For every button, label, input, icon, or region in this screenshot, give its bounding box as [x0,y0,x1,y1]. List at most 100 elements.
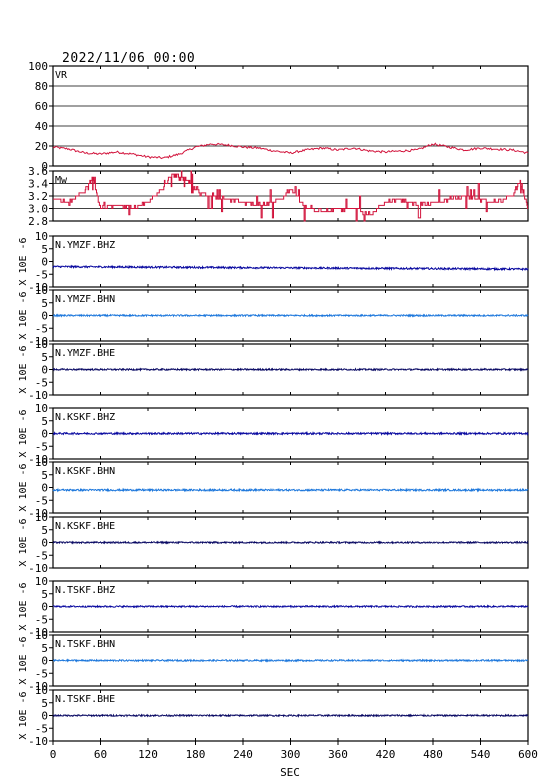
y-tick-label: -5 [35,322,48,335]
y-tick-label: 5 [41,642,48,655]
y-tick-label: -10 [28,680,48,693]
y-tick-label: -10 [28,626,48,639]
y-tick-label: -5 [35,440,48,453]
x-tick-label: 480 [423,748,443,761]
series-line [53,170,528,222]
y-tick-label: 10 [35,284,48,297]
panel-frame [52,461,529,514]
y-tick-label: 5 [41,415,48,428]
y-tick-label: -5 [35,494,48,507]
y-tick-label: -5 [35,667,48,680]
series-line [52,264,529,272]
y-tick-label: 0 [41,160,48,173]
y-tick-label: 3.4 [28,178,48,191]
timestamp-label: 2022/11/06 00:00 [62,51,195,66]
x-tick-label: 240 [233,748,253,761]
y-tick-label: 10 [35,629,48,642]
x-tick-label: 600 [518,748,538,761]
panel-frame [52,235,529,288]
x-tick-label: 180 [186,748,206,761]
y-tick-label: -5 [35,549,48,562]
y-tick-label: 5 [41,588,48,601]
panel-1: 0 20 40 60 80 100 VR [28,60,529,173]
series-line [52,430,529,437]
x-axis-title: SEC [280,766,300,779]
panel-label: N.TSKF.BHE [55,694,115,705]
y-tick-label: 3.2 [28,190,48,203]
series-line [52,540,529,545]
y-tick-label: 5 [41,351,48,364]
series-line [52,487,529,493]
series-line [52,367,529,372]
y-tick-label: 5 [41,243,48,256]
x-axis: 0 60 120 180 240 300 360 420 480 540 600 [50,741,538,761]
y-tick-label: -10 [28,389,48,402]
panel-label: N.YMZF.BHE [55,348,115,359]
y-tick-label: -10 [28,335,48,348]
y-tick-label: 5 [41,469,48,482]
y-tick-label: 10 [35,230,48,243]
x-tick-label: 360 [328,748,348,761]
x-tick-label: 540 [471,748,491,761]
waveform-y-label: X 10E -6 [18,518,29,566]
x-tick-label: 0 [50,748,57,761]
y-tick-label: 0 [41,710,48,723]
panel-label: N.KSKF.BHN [55,466,115,477]
waveform-y-label: X 10E -6 [18,291,29,339]
waveform-y-label: X 10E -6 [18,409,29,457]
y-tick-label: -10 [28,507,48,520]
panel-label: N.YMZF.BHZ [55,240,115,251]
y-tick-label: -10 [28,281,48,294]
y-tick-label: 5 [41,297,48,310]
x-tick-label: 300 [281,748,301,761]
y-tick-label: 100 [28,60,48,73]
y-tick-label: 0 [41,482,48,495]
y-tick-label: -5 [35,268,48,281]
series-line [52,713,529,718]
y-tick-label: 3.0 [28,203,48,216]
y-tick-label: 10 [35,456,48,469]
y-tick-label: 2.8 [28,215,48,228]
y-axis-labels: X 10E -6 X 10E -6 X 10E -6 X 10E -6 X 10E -6… [18,237,29,739]
panels: 020406080100VR2.83.03.23.43.6Mw-10-50510… [28,60,529,748]
y-tick-label: 3.6 [28,165,48,178]
x-tick-label: 420 [376,748,396,761]
series-line [52,142,529,160]
y-tick-label: 10 [35,402,48,415]
panel-label: N.KSKF.BHE [55,521,115,532]
y-tick-label: 10 [35,575,48,588]
series-line [52,604,529,609]
y-tick-label: 0 [41,601,48,614]
panel-label: N.TSKF.BHZ [55,585,115,596]
y-tick-label: -5 [35,613,48,626]
panel-2: 2.83.03.23.43.6 Mw [28,165,529,228]
waveform-y-label: X 10E -6 [18,463,29,511]
y-tick-label: 0 [41,256,48,269]
panel-label: Mw [55,175,68,186]
y-tick-label: 40 [35,120,48,133]
x-tick-label: 60 [94,748,107,761]
y-tick-label: 0 [41,655,48,668]
y-tick-label: 10 [35,684,48,697]
waveform-y-label: X 10E -6 [18,345,29,393]
waveform-y-label: X 10E -6 [18,237,29,285]
y-tick-label: -10 [28,562,48,575]
y-tick-label: -5 [35,722,48,735]
y-tick-label: 0 [41,537,48,550]
y-tick-label: -10 [28,453,48,466]
panel-label: VR [55,70,68,81]
y-tick-label: 0 [41,428,48,441]
waveform-y-label: X 10E -6 [18,582,29,630]
y-tick-label: 0 [41,310,48,323]
panel-label: N.KSKF.BHZ [55,412,115,423]
waveform-y-label: X 10E -6 [18,636,29,684]
y-tick-label: 80 [35,80,48,93]
series-line [52,313,529,318]
panel-label: N.TSKF.BHN [55,639,115,650]
